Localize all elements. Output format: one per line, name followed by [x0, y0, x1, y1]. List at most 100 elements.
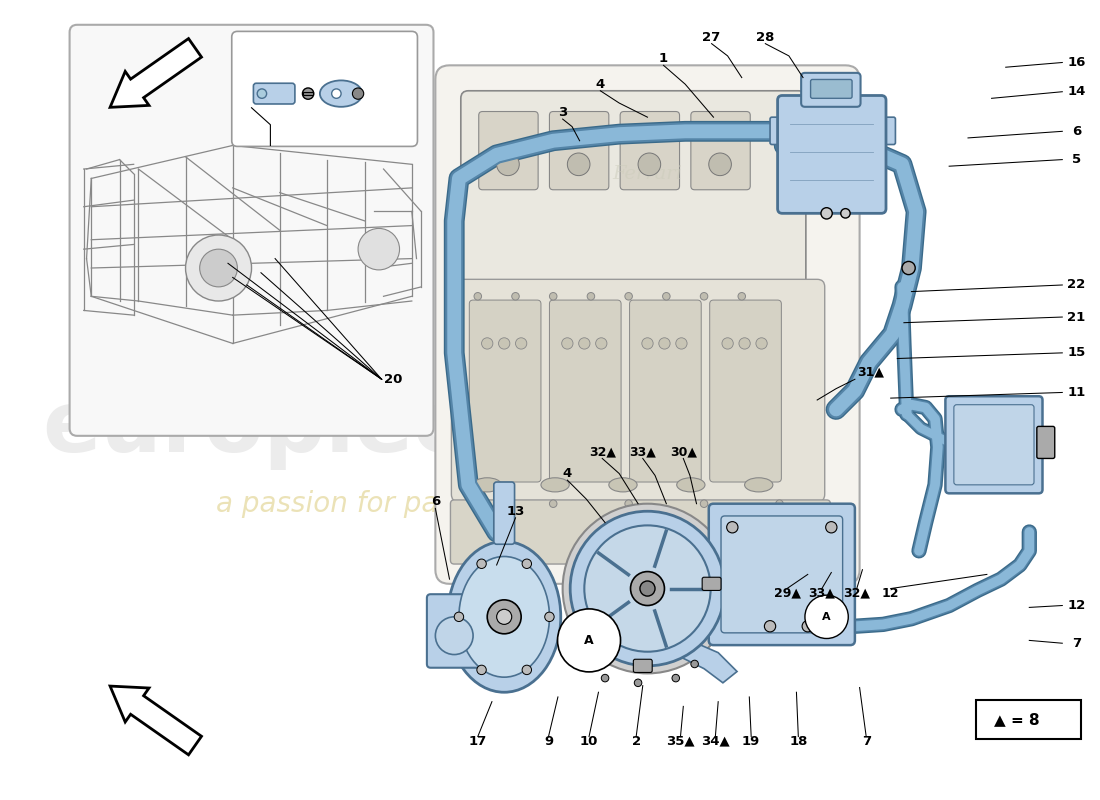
Circle shape [638, 153, 661, 176]
FancyBboxPatch shape [427, 594, 482, 668]
Circle shape [570, 511, 725, 666]
Circle shape [821, 208, 833, 219]
Circle shape [764, 621, 776, 632]
Circle shape [487, 600, 521, 634]
Text: A: A [584, 634, 594, 647]
Text: 4: 4 [596, 78, 605, 90]
Ellipse shape [448, 542, 561, 692]
FancyBboxPatch shape [470, 300, 541, 482]
Circle shape [474, 293, 482, 300]
Circle shape [826, 522, 837, 533]
Text: 3: 3 [558, 106, 568, 119]
Circle shape [902, 262, 915, 274]
FancyBboxPatch shape [304, 92, 312, 95]
Circle shape [549, 500, 557, 507]
Text: 4: 4 [563, 467, 572, 480]
Text: 25: 25 [323, 43, 340, 56]
FancyBboxPatch shape [69, 25, 433, 436]
Text: 31▲: 31▲ [857, 366, 883, 378]
Circle shape [662, 293, 670, 300]
Circle shape [562, 504, 733, 674]
Circle shape [587, 293, 595, 300]
Circle shape [332, 89, 341, 98]
Circle shape [522, 665, 531, 674]
Text: 15: 15 [1067, 346, 1086, 359]
Text: 26: 26 [384, 43, 402, 56]
Text: 35▲: 35▲ [667, 734, 695, 748]
FancyBboxPatch shape [549, 111, 608, 190]
Text: 34▲: 34▲ [701, 734, 729, 748]
Circle shape [675, 338, 688, 349]
Ellipse shape [676, 478, 705, 492]
FancyBboxPatch shape [811, 79, 852, 98]
Circle shape [722, 338, 734, 349]
Circle shape [579, 338, 590, 349]
Ellipse shape [608, 478, 637, 492]
Circle shape [352, 88, 364, 99]
Circle shape [802, 621, 813, 632]
Text: 28: 28 [756, 30, 774, 43]
Circle shape [640, 581, 654, 596]
Text: 22: 22 [1067, 278, 1086, 291]
Text: 14: 14 [1067, 86, 1086, 98]
Circle shape [498, 338, 509, 349]
FancyBboxPatch shape [880, 117, 895, 145]
Text: 12: 12 [1067, 599, 1086, 612]
Text: 6: 6 [431, 495, 440, 508]
Text: 21: 21 [1067, 310, 1086, 323]
Text: europieces: europieces [42, 386, 574, 470]
Circle shape [672, 674, 680, 682]
Text: 2: 2 [631, 734, 640, 748]
Polygon shape [675, 640, 737, 683]
Circle shape [595, 338, 607, 349]
Circle shape [635, 679, 641, 686]
FancyBboxPatch shape [720, 516, 843, 633]
FancyBboxPatch shape [1037, 426, 1055, 458]
Text: ▲ = 8: ▲ = 8 [994, 712, 1040, 727]
Text: 33▲: 33▲ [808, 586, 835, 600]
Circle shape [659, 338, 670, 349]
FancyBboxPatch shape [710, 300, 781, 482]
Circle shape [568, 153, 590, 176]
Text: 32▲: 32▲ [844, 586, 870, 600]
Text: 19: 19 [742, 734, 760, 748]
Circle shape [476, 665, 486, 674]
Text: 24: 24 [295, 43, 312, 56]
Text: 10: 10 [580, 734, 598, 748]
Polygon shape [110, 686, 201, 755]
Circle shape [739, 338, 750, 349]
FancyBboxPatch shape [451, 500, 830, 564]
Text: 13: 13 [506, 505, 525, 518]
Circle shape [512, 293, 519, 300]
Text: 29▲: 29▲ [773, 586, 801, 600]
Circle shape [257, 89, 266, 98]
Text: 18: 18 [789, 734, 807, 748]
Text: 27: 27 [703, 30, 720, 43]
Circle shape [587, 660, 595, 668]
Text: 17: 17 [469, 734, 487, 748]
Circle shape [522, 559, 531, 569]
Circle shape [544, 612, 554, 622]
Circle shape [701, 293, 707, 300]
Circle shape [625, 500, 632, 507]
Text: 9: 9 [543, 734, 553, 748]
FancyBboxPatch shape [494, 482, 515, 544]
Text: 32▲: 32▲ [588, 446, 616, 458]
Circle shape [474, 500, 482, 507]
Text: 12: 12 [882, 586, 900, 600]
Circle shape [200, 249, 238, 287]
Circle shape [496, 153, 519, 176]
FancyBboxPatch shape [620, 111, 680, 190]
Circle shape [496, 610, 512, 624]
FancyBboxPatch shape [253, 83, 295, 104]
Circle shape [482, 338, 493, 349]
Circle shape [549, 293, 557, 300]
Circle shape [516, 338, 527, 349]
FancyBboxPatch shape [451, 279, 825, 502]
Ellipse shape [745, 478, 773, 492]
Text: 33▲: 33▲ [629, 446, 657, 458]
FancyBboxPatch shape [702, 578, 721, 590]
Text: 11: 11 [1067, 386, 1086, 399]
Ellipse shape [541, 478, 569, 492]
FancyBboxPatch shape [778, 95, 886, 214]
